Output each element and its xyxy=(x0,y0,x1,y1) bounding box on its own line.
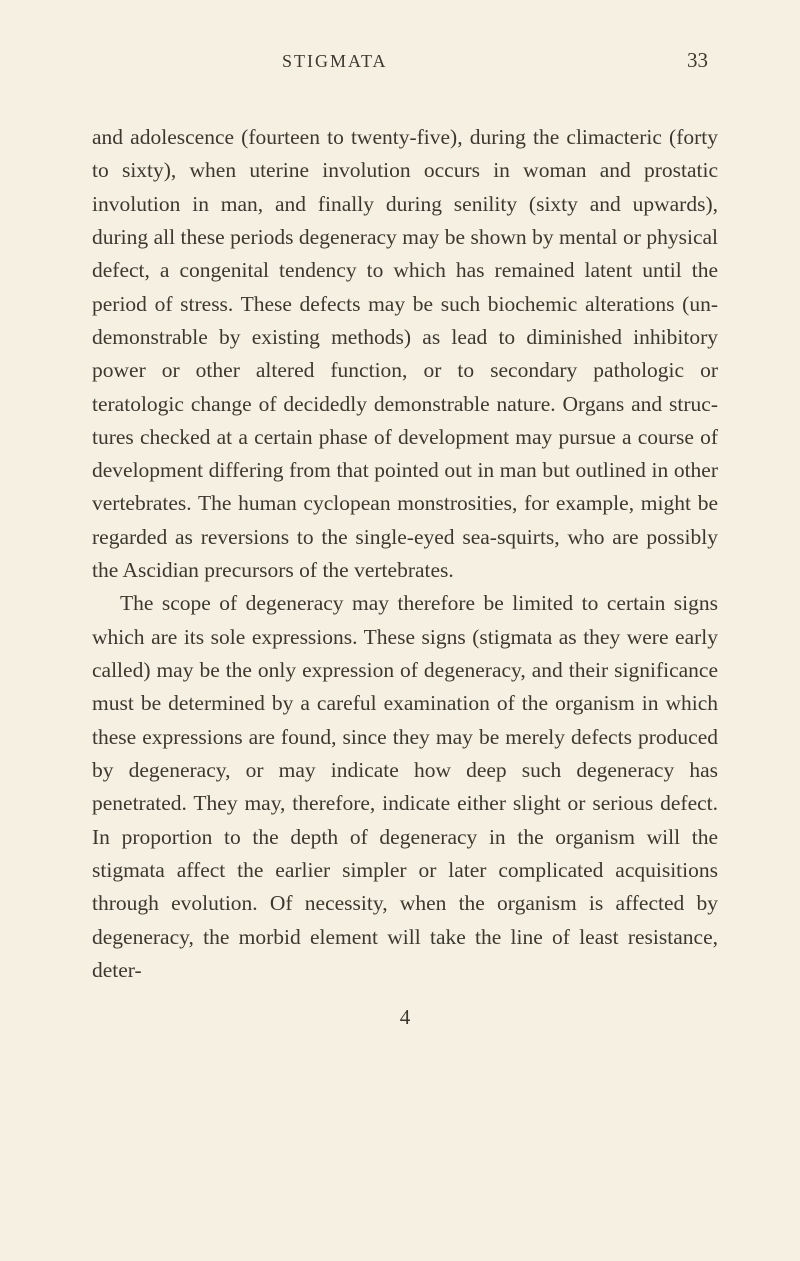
paragraph-2: The scope of degeneracy may therefore be… xyxy=(92,587,718,987)
paragraph-1: and adolescence (fourteen to twenty-five… xyxy=(92,121,718,587)
body-text-container: and adolescence (fourteen to twenty-five… xyxy=(92,121,718,987)
signature-number: 4 xyxy=(92,1005,718,1030)
running-title: STIGMATA xyxy=(282,51,388,72)
page-header: STIGMATA 33 xyxy=(92,48,718,73)
page-number: 33 xyxy=(687,48,708,73)
